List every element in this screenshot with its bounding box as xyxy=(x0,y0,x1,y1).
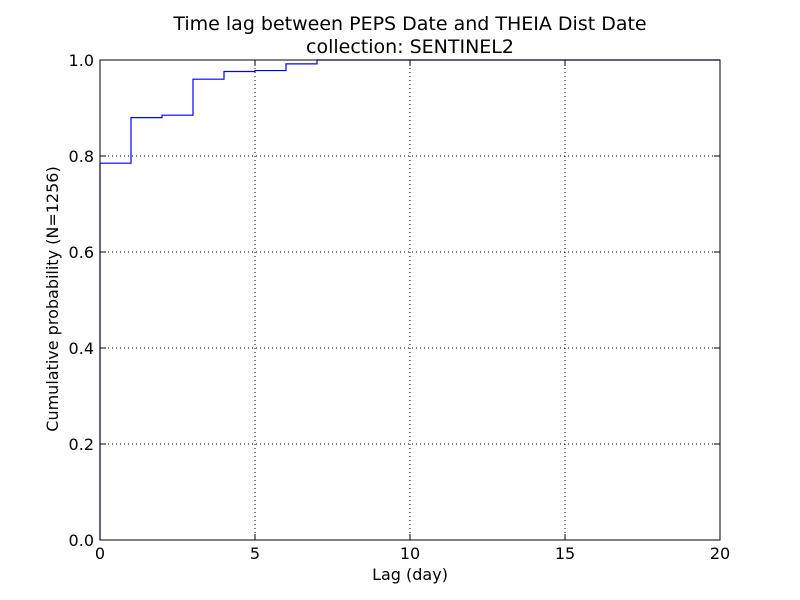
y-tick-label: 0.4 xyxy=(69,339,94,358)
y-tick-label: 1.0 xyxy=(69,51,94,70)
x-tick-label: 10 xyxy=(400,544,420,563)
y-axis-label: Cumulative probability (N=1256) xyxy=(43,166,62,431)
chart-title: Time lag between PEPS Date and THEIA Dis… xyxy=(172,13,646,35)
x-tick-label: 20 xyxy=(710,544,730,563)
chart-subtitle: collection: SENTINEL2 xyxy=(306,36,514,58)
series-line xyxy=(99,59,720,540)
x-axis-label: Lag (day) xyxy=(372,565,448,584)
x-tick-label: 5 xyxy=(250,544,260,563)
x-tick-label: 0 xyxy=(95,544,105,563)
x-tick-label: 15 xyxy=(555,544,575,563)
y-tick-label: 0.2 xyxy=(69,435,94,454)
plot-area: 0 5 10 15 20 0.0 0.2 0.4 0.6 0.8 1.0 xyxy=(69,51,731,563)
y-tick-label: 0.0 xyxy=(69,531,94,550)
y-tick-label: 0.8 xyxy=(69,147,94,166)
y-tick-label: 0.6 xyxy=(69,243,94,262)
